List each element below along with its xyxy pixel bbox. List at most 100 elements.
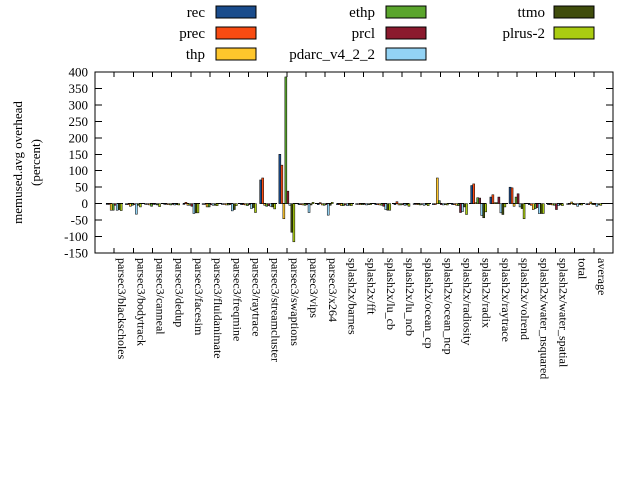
bar-prec bbox=[395, 201, 399, 204]
y-tick-label: 50 bbox=[75, 180, 88, 195]
bar-prec bbox=[127, 203, 130, 205]
bar-plrus-2 bbox=[522, 203, 526, 220]
bar-pdarc_v4_2_2 bbox=[173, 203, 176, 206]
bar-pdarc_v4_2_2 bbox=[288, 203, 292, 206]
bar-ttmo bbox=[405, 203, 409, 206]
bar-ethp bbox=[169, 203, 172, 206]
bar-thp bbox=[551, 203, 554, 206]
bar-prcl bbox=[459, 203, 462, 213]
bar-prec bbox=[434, 203, 437, 205]
bar-prec bbox=[587, 203, 591, 205]
bar-ethp bbox=[514, 196, 518, 204]
y-tick-label: 350 bbox=[69, 81, 89, 96]
legend-swatch-pdarc_v4_2_2 bbox=[385, 47, 427, 61]
legend-swatch-thp bbox=[215, 47, 257, 61]
bar-prec bbox=[338, 203, 341, 205]
y-tick-label: -150 bbox=[64, 246, 88, 261]
bar-rec bbox=[316, 203, 320, 205]
bar-plrus-2 bbox=[465, 203, 468, 215]
bar-prcl bbox=[171, 203, 174, 205]
bar-ethp bbox=[534, 203, 537, 209]
bar-ttmo bbox=[367, 203, 370, 205]
bar-pdarc_v4_2_2 bbox=[595, 203, 599, 207]
bar-ttmo bbox=[290, 203, 294, 233]
bar-rec bbox=[432, 203, 435, 205]
bar-ttmo bbox=[309, 203, 313, 206]
bar-prec bbox=[414, 203, 418, 205]
bar-pdarc_v4_2_2 bbox=[307, 203, 311, 213]
y-axis-label-line2: (percent) bbox=[28, 139, 43, 186]
bar-prec bbox=[318, 202, 322, 204]
x-category-label: parsec3/dedup bbox=[173, 258, 187, 327]
y-tick-label: 100 bbox=[69, 163, 89, 178]
bar-ethp bbox=[188, 203, 192, 206]
bar-pdarc_v4_2_2 bbox=[557, 203, 560, 206]
bar-pdarc_v4_2_2 bbox=[422, 203, 426, 206]
bar-thp bbox=[109, 203, 113, 211]
bar-prcl bbox=[248, 203, 251, 205]
x-category-label: total bbox=[576, 258, 590, 280]
bar-pdarc_v4_2_2 bbox=[211, 203, 215, 206]
bar-thp bbox=[378, 203, 382, 206]
bar-rec bbox=[336, 203, 339, 205]
bar-pdarc_v4_2_2 bbox=[154, 203, 157, 205]
x-category-label: splash2x/water_spatial bbox=[556, 258, 570, 368]
bar-plrus-2 bbox=[542, 203, 545, 214]
bar-rec bbox=[144, 203, 147, 205]
bar-pdarc_v4_2_2 bbox=[192, 203, 196, 214]
bar-thp bbox=[493, 202, 497, 204]
bar-ethp bbox=[111, 203, 115, 211]
bar-prec bbox=[453, 203, 456, 205]
bar-prcl bbox=[401, 203, 405, 205]
bar-pdarc_v4_2_2 bbox=[384, 203, 388, 210]
bar-plrus-2 bbox=[580, 203, 583, 206]
bar-thp bbox=[455, 203, 458, 206]
bar-ttmo bbox=[175, 203, 178, 205]
y-tick-label: 0 bbox=[82, 196, 89, 211]
x-category-label: parsec3/vips bbox=[307, 258, 321, 318]
bar-ttmo bbox=[540, 203, 543, 214]
bar-thp bbox=[225, 203, 228, 206]
legend-swatch-rec bbox=[215, 5, 257, 19]
bar-prcl bbox=[267, 203, 270, 206]
bar-prcl bbox=[324, 203, 328, 205]
bar-rec bbox=[566, 203, 569, 205]
bar-rec bbox=[470, 185, 473, 204]
bar-ttmo bbox=[386, 203, 390, 211]
bar-pdarc_v4_2_2 bbox=[365, 203, 368, 206]
bar-ethp bbox=[418, 203, 422, 206]
legend-label-ttmo: ttmo bbox=[517, 5, 545, 21]
bar-ethp bbox=[495, 202, 499, 204]
bar-pdarc_v4_2_2 bbox=[326, 203, 330, 216]
bar-plrus-2 bbox=[503, 203, 507, 208]
x-category-label: parsec3/fluidanimate bbox=[211, 258, 225, 359]
bar-prcl bbox=[152, 203, 155, 205]
bar-prec bbox=[568, 203, 571, 205]
y-tick-label: 150 bbox=[69, 147, 89, 162]
bar-ethp bbox=[476, 197, 479, 204]
bar-rec bbox=[278, 154, 282, 204]
bar-pdarc_v4_2_2 bbox=[250, 203, 253, 209]
bar-plrus-2 bbox=[407, 203, 411, 207]
bar-ethp bbox=[572, 203, 575, 205]
x-category-label: average bbox=[595, 258, 609, 295]
bar-ttmo bbox=[348, 203, 351, 206]
bar-ethp bbox=[246, 203, 249, 206]
x-category-label: splash2x/lu_ncb bbox=[403, 258, 417, 336]
bar-rec bbox=[547, 203, 550, 205]
bar-ttmo bbox=[137, 203, 140, 206]
bar-ethp bbox=[342, 203, 345, 206]
bar-prcl bbox=[190, 203, 194, 207]
bar-ttmo bbox=[213, 203, 217, 206]
bar-plrus-2 bbox=[350, 203, 353, 206]
bar-prcl bbox=[229, 203, 232, 205]
bar-plrus-2 bbox=[446, 203, 449, 206]
bar-thp bbox=[167, 203, 170, 205]
legend-label-prcl: prcl bbox=[352, 26, 375, 42]
bar-prcl bbox=[497, 196, 501, 204]
bar-rec bbox=[528, 203, 531, 205]
bar-ttmo bbox=[597, 203, 601, 206]
x-category-label: parsec3/facesim bbox=[192, 258, 206, 336]
bar-thp bbox=[570, 201, 573, 204]
